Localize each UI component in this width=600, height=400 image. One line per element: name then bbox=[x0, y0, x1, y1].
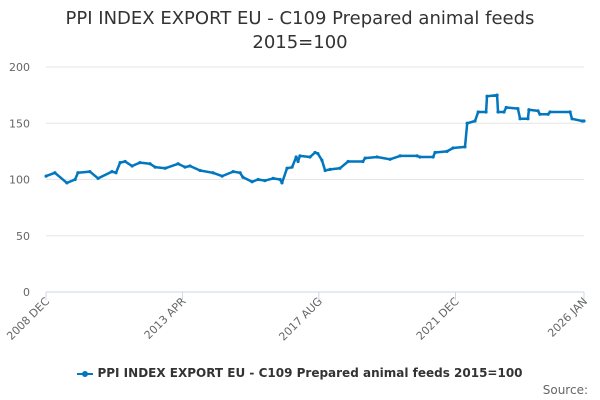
data-point bbox=[313, 150, 317, 155]
x-tick-label: 2017 AUG bbox=[276, 295, 325, 344]
data-point bbox=[465, 121, 469, 125]
data-point bbox=[582, 119, 586, 123]
x-tick-label: 2026 JAN bbox=[545, 295, 590, 340]
data-point bbox=[65, 181, 69, 185]
data-point bbox=[328, 167, 332, 171]
data-point bbox=[536, 109, 540, 113]
y-tick-label: 0 bbox=[23, 286, 30, 299]
data-point bbox=[296, 159, 300, 164]
data-point bbox=[570, 117, 574, 121]
data-point bbox=[463, 145, 467, 149]
chart-title-line-1: PPI INDEX EXPORT EU - C109 Prepared anim… bbox=[65, 8, 535, 29]
series-line bbox=[45, 93, 584, 185]
data-point bbox=[76, 171, 80, 175]
data-point bbox=[256, 177, 260, 182]
data-point bbox=[338, 166, 342, 170]
chart-title: PPI INDEX EXPORT EU - C109 Prepared anim… bbox=[0, 7, 600, 55]
x-tick-label: 2008 DEC bbox=[4, 295, 52, 343]
data-point bbox=[278, 177, 282, 182]
data-point bbox=[418, 155, 422, 159]
data-point bbox=[163, 166, 167, 170]
data-point bbox=[271, 176, 275, 180]
data-point bbox=[44, 174, 48, 178]
data-point bbox=[238, 171, 242, 175]
data-point bbox=[153, 165, 157, 169]
data-point bbox=[138, 161, 142, 165]
data-point bbox=[294, 155, 298, 159]
data-point bbox=[433, 150, 437, 155]
x-tick-label: 2013 APR bbox=[142, 295, 189, 342]
data-point bbox=[188, 164, 192, 168]
data-point bbox=[114, 171, 118, 175]
data-point bbox=[148, 162, 152, 166]
data-point bbox=[526, 117, 530, 121]
data-point bbox=[130, 164, 134, 168]
data-point bbox=[527, 108, 531, 112]
data-point bbox=[502, 110, 506, 114]
y-tick-label: 200 bbox=[9, 61, 30, 74]
chart-title-line-2: 2015=100 bbox=[252, 32, 348, 53]
data-point bbox=[298, 154, 302, 158]
data-point bbox=[361, 159, 365, 164]
data-point bbox=[538, 112, 542, 116]
data-point bbox=[473, 119, 477, 123]
data-point bbox=[220, 174, 224, 178]
data-point bbox=[280, 181, 284, 185]
data-point bbox=[495, 93, 499, 97]
data-point bbox=[363, 156, 367, 160]
data-point bbox=[290, 165, 294, 169]
data-point bbox=[250, 180, 254, 184]
data-point bbox=[118, 161, 122, 165]
data-point bbox=[516, 107, 520, 111]
data-point bbox=[88, 170, 92, 174]
source-label: Source: bbox=[542, 383, 588, 397]
data-point bbox=[375, 155, 379, 159]
data-point bbox=[73, 177, 77, 182]
data-point bbox=[445, 149, 449, 153]
data-point bbox=[183, 165, 187, 169]
data-point bbox=[476, 110, 480, 114]
data-point bbox=[323, 168, 327, 173]
data-point bbox=[263, 179, 267, 183]
data-point bbox=[546, 112, 550, 116]
data-point bbox=[231, 170, 235, 174]
data-point bbox=[211, 171, 215, 175]
y-tick-label: 150 bbox=[9, 117, 30, 130]
data-point bbox=[96, 176, 100, 180]
data-point bbox=[308, 155, 312, 159]
data-point bbox=[320, 158, 324, 162]
legend[interactable]: PPI INDEX EXPORT EU - C109 Prepared anim… bbox=[0, 366, 600, 380]
data-point bbox=[415, 154, 419, 158]
legend-marker-icon bbox=[77, 370, 94, 377]
data-point bbox=[198, 168, 202, 173]
data-point bbox=[388, 157, 392, 161]
data-point bbox=[431, 155, 435, 159]
data-point bbox=[496, 110, 500, 114]
y-tick-label: 100 bbox=[9, 174, 30, 187]
y-tick-label: 50 bbox=[16, 230, 30, 243]
data-point bbox=[346, 159, 350, 164]
legend-label: PPI INDEX EXPORT EU - C109 Prepared anim… bbox=[97, 366, 523, 380]
data-point bbox=[484, 110, 488, 114]
data-point bbox=[316, 152, 320, 156]
x-tick-label: 2021 DEC bbox=[414, 295, 462, 343]
data-point bbox=[110, 170, 114, 174]
data-point bbox=[285, 166, 289, 170]
data-point bbox=[398, 154, 402, 158]
data-point bbox=[485, 94, 489, 98]
data-point bbox=[568, 110, 572, 114]
data-point bbox=[504, 105, 508, 110]
data-point bbox=[548, 110, 552, 114]
data-point bbox=[241, 175, 245, 179]
data-point bbox=[123, 159, 127, 164]
data-point bbox=[53, 171, 57, 175]
data-point bbox=[451, 146, 455, 150]
data-point bbox=[176, 162, 180, 166]
data-point bbox=[518, 117, 522, 121]
